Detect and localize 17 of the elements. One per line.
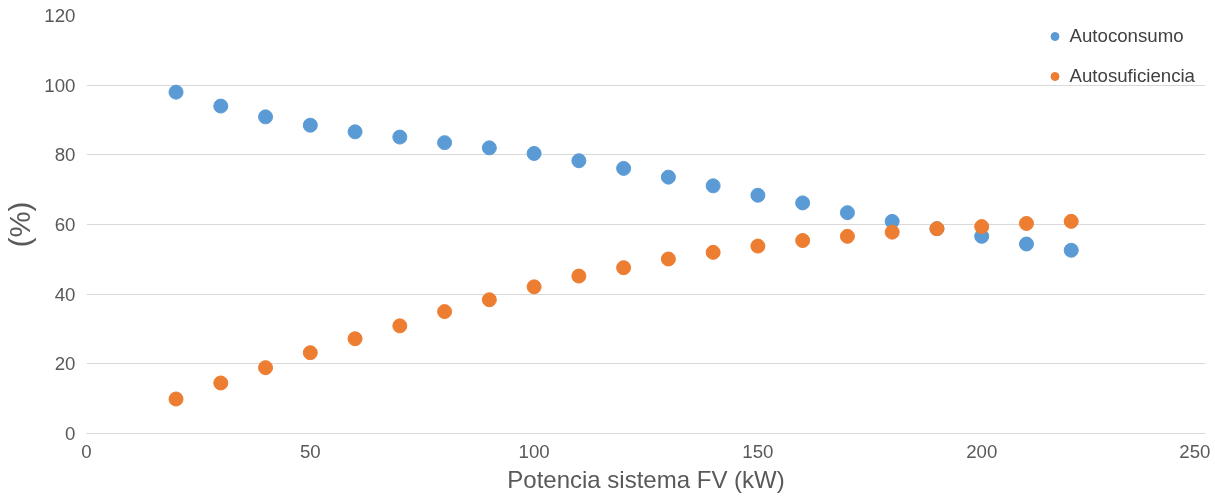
- y-tick-label: 120: [44, 5, 76, 26]
- y-tick-label: 60: [54, 214, 76, 235]
- legend-label: Autosuficiencia: [1069, 65, 1195, 87]
- x-tick-label: 250: [1179, 440, 1211, 462]
- x-tick-label: 0: [81, 440, 92, 462]
- y-tick-label: 20: [54, 353, 76, 375]
- y-axis-title: (%): [3, 201, 37, 248]
- x-axis-title: Potencia sistema FV (kW): [507, 465, 785, 493]
- y-tick-label: 40: [54, 283, 76, 305]
- legend-label: Autoconsumo: [1069, 25, 1184, 47]
- y-tick-label: 0: [65, 423, 76, 444]
- y-tick-label: 80: [54, 144, 76, 166]
- y-tick-label: 100: [44, 74, 76, 96]
- x-tick-label: 150: [742, 440, 774, 462]
- x-tick-label: 200: [966, 440, 998, 462]
- x-tick-label: 100: [518, 440, 550, 462]
- x-tick-label: 50: [299, 440, 321, 462]
